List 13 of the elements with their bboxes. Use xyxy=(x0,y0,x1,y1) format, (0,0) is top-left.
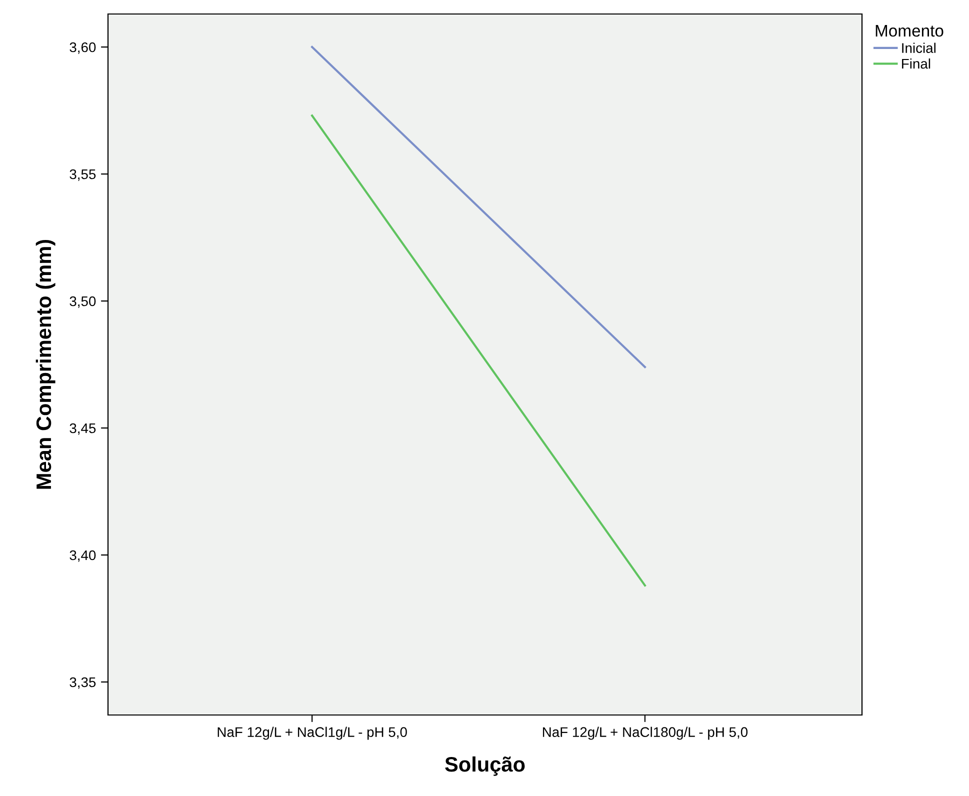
y-tick-label: 3,55 xyxy=(70,169,96,181)
y-tick-label: 3,40 xyxy=(70,550,96,562)
legend-label: Final xyxy=(902,58,930,69)
legend-label: Inicial xyxy=(902,42,936,53)
y-tick-label: 3,35 xyxy=(70,677,96,689)
y-tick-label: 3,45 xyxy=(70,423,96,435)
legend-title: Momento xyxy=(876,25,944,37)
y-tick-label: 3,60 xyxy=(70,42,96,54)
y-tick-label: 3,50 xyxy=(70,296,96,308)
x-tick-label: NaF 12g/L + NaCl180g/L - pH 5,0 xyxy=(542,726,748,740)
x-tick-label: NaF 12g/L + NaCl1g/L - pH 5,0 xyxy=(218,726,407,740)
x-axis-title: Solução xyxy=(445,756,525,776)
y-axis-title: Mean Comprimento (mm) xyxy=(36,240,56,489)
